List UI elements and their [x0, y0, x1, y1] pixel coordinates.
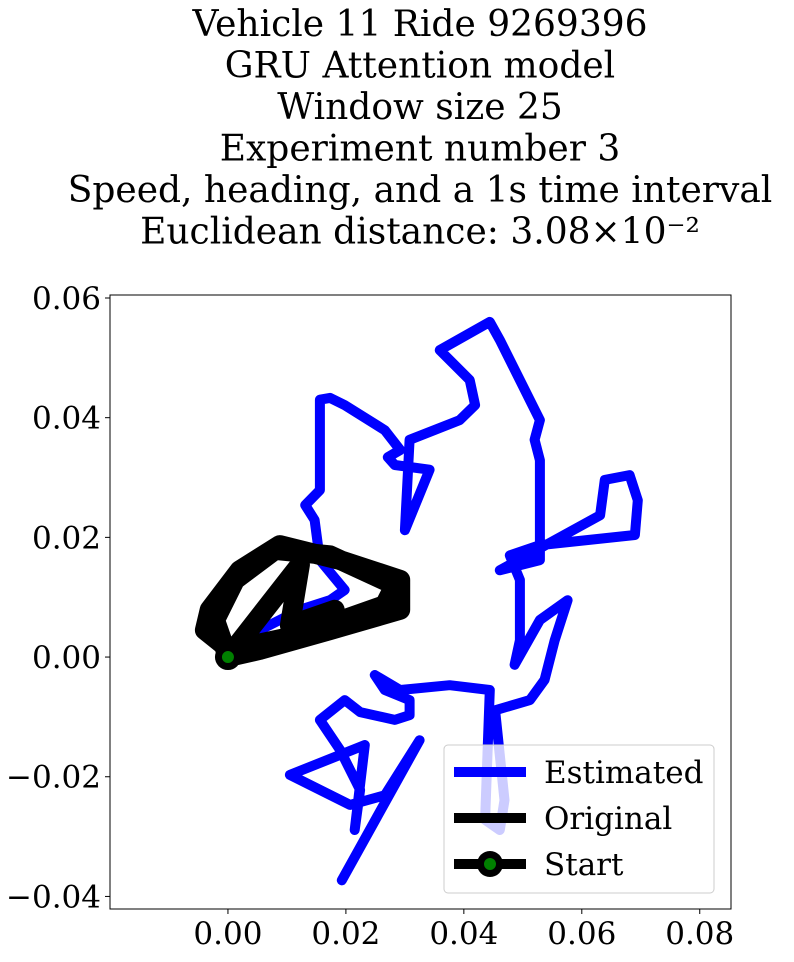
x-tick-label: 0.06 — [547, 916, 616, 952]
legend-label: Estimated — [544, 755, 703, 791]
y-tick-label: −0.04 — [6, 879, 101, 915]
x-tick-label: 0.02 — [311, 916, 380, 952]
chart-title: Euclidean distance: 3.08×10⁻² — [140, 212, 700, 253]
chart-title: Experiment number 3 — [220, 129, 621, 170]
chart-title: GRU Attention model — [225, 46, 615, 87]
y-tick-label: 0.02 — [32, 520, 101, 556]
x-tick-label: 0.08 — [665, 916, 734, 952]
legend-label: Start — [544, 847, 624, 883]
chart-title: Vehicle 11 Ride 9269396 — [191, 4, 647, 45]
chart-title: Window size 25 — [277, 87, 563, 128]
legend-label: Original — [544, 801, 672, 837]
x-tick-label: 0.04 — [429, 916, 498, 952]
y-tick-label: −0.02 — [6, 760, 101, 796]
x-tick-label: 0.00 — [193, 916, 262, 952]
series-line — [222, 316, 643, 886]
legend-box — [443, 744, 715, 894]
y-tick-label: 0.04 — [32, 401, 101, 437]
y-tick-label: 0.06 — [32, 281, 101, 317]
y-tick-label: 0.00 — [32, 640, 101, 676]
legend-marker — [484, 858, 496, 870]
chart-title: Speed, heading, and a 1s time interval — [68, 170, 773, 211]
series-line — [194, 535, 411, 668]
start-marker — [221, 651, 234, 664]
plot-frame — [109, 294, 732, 910]
